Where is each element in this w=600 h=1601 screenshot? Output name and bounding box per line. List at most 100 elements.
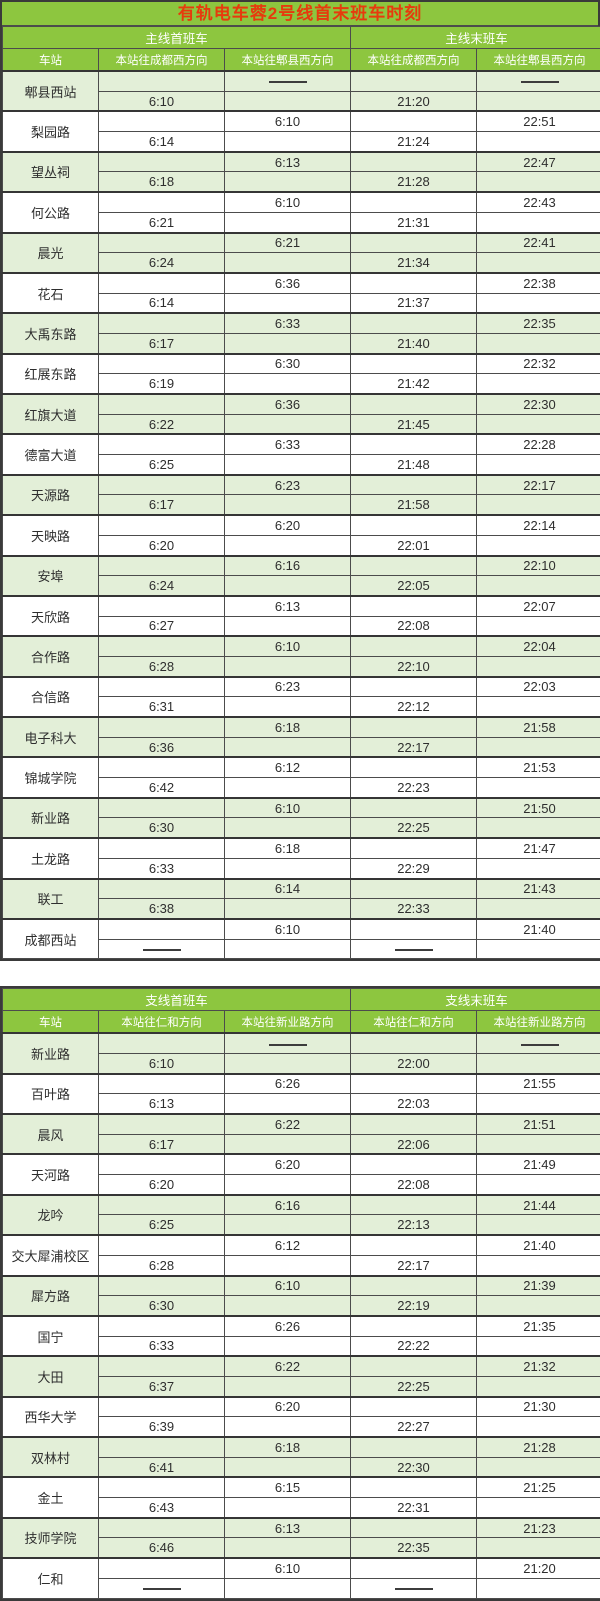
empty-cell bbox=[99, 1114, 225, 1134]
empty-cell bbox=[225, 899, 351, 919]
empty-cell bbox=[225, 1498, 351, 1518]
empty-cell bbox=[351, 596, 477, 616]
empty-cell bbox=[225, 1538, 351, 1558]
empty-cell bbox=[477, 1417, 600, 1437]
no-service-cell bbox=[477, 71, 600, 91]
station-name: 电子科大 bbox=[3, 717, 99, 757]
empty-cell bbox=[477, 495, 600, 515]
empty-cell bbox=[477, 1053, 600, 1073]
station-name: 天映路 bbox=[3, 515, 99, 555]
empty-cell bbox=[351, 677, 477, 697]
empty-cell bbox=[477, 1376, 600, 1396]
time-cell: 6:36 bbox=[225, 394, 351, 414]
direction-header-to-renhe-last: 本站往仁和方向 bbox=[351, 1011, 477, 1034]
time-cell: 6:24 bbox=[99, 253, 225, 273]
time-cell: 21:45 bbox=[351, 414, 477, 434]
empty-cell bbox=[99, 111, 225, 131]
empty-cell bbox=[477, 1538, 600, 1558]
group-header-last-trains: 支线末班车 bbox=[351, 989, 600, 1011]
time-cell: 6:26 bbox=[225, 1074, 351, 1094]
time-cell: 21:20 bbox=[477, 1558, 600, 1578]
empty-cell bbox=[99, 919, 225, 939]
empty-cell bbox=[351, 1074, 477, 1094]
station-name: 德富大道 bbox=[3, 434, 99, 474]
station-column-header: 车站 bbox=[3, 49, 99, 72]
empty-cell bbox=[225, 374, 351, 394]
time-cell: 6:37 bbox=[99, 1376, 225, 1396]
time-cell: 6:42 bbox=[99, 778, 225, 798]
empty-cell bbox=[225, 1296, 351, 1316]
empty-cell bbox=[99, 798, 225, 818]
empty-cell bbox=[351, 1235, 477, 1255]
empty-cell bbox=[351, 556, 477, 576]
empty-cell bbox=[99, 515, 225, 535]
time-cell: 21:50 bbox=[477, 798, 600, 818]
empty-cell bbox=[225, 1053, 351, 1073]
time-cell: 22:22 bbox=[351, 1336, 477, 1356]
station-name: 新业路 bbox=[3, 1033, 99, 1073]
empty-cell bbox=[477, 656, 600, 676]
station-name: 成都西站 bbox=[3, 919, 99, 959]
time-cell: 6:28 bbox=[99, 1255, 225, 1275]
time-cell: 6:18 bbox=[225, 838, 351, 858]
empty-cell bbox=[225, 414, 351, 434]
time-cell: 6:27 bbox=[99, 616, 225, 636]
time-cell: 6:46 bbox=[99, 1538, 225, 1558]
empty-cell bbox=[351, 233, 477, 253]
time-cell: 22:33 bbox=[351, 899, 477, 919]
empty-cell bbox=[477, 253, 600, 273]
time-cell: 6:22 bbox=[225, 1114, 351, 1134]
time-cell: 6:15 bbox=[225, 1477, 351, 1497]
empty-cell bbox=[99, 233, 225, 253]
time-cell: 21:30 bbox=[477, 1397, 600, 1417]
time-cell: 21:53 bbox=[477, 757, 600, 777]
station-name: 交大犀浦校区 bbox=[3, 1235, 99, 1275]
station-name: 大田 bbox=[3, 1356, 99, 1396]
time-cell: 6:13 bbox=[225, 1518, 351, 1538]
station-name: 土龙路 bbox=[3, 838, 99, 878]
empty-cell bbox=[477, 1094, 600, 1114]
empty-cell bbox=[225, 697, 351, 717]
empty-cell bbox=[225, 737, 351, 757]
time-cell: 21:47 bbox=[477, 838, 600, 858]
empty-cell bbox=[99, 354, 225, 374]
station-name: 锦城学院 bbox=[3, 757, 99, 797]
empty-cell bbox=[477, 132, 600, 152]
no-service-cell bbox=[351, 939, 477, 959]
no-service-dash bbox=[269, 1044, 307, 1046]
empty-cell bbox=[99, 1074, 225, 1094]
time-cell: 21:34 bbox=[351, 253, 477, 273]
no-service-cell bbox=[225, 1033, 351, 1053]
empty-cell bbox=[477, 576, 600, 596]
no-service-dash bbox=[521, 81, 559, 83]
time-cell: 22:06 bbox=[351, 1134, 477, 1154]
time-cell: 6:10 bbox=[225, 919, 351, 939]
time-cell: 6:20 bbox=[99, 535, 225, 555]
empty-cell bbox=[477, 939, 600, 959]
empty-cell bbox=[477, 1215, 600, 1235]
empty-cell bbox=[99, 152, 225, 172]
time-cell: 6:33 bbox=[99, 1336, 225, 1356]
time-cell: 6:10 bbox=[225, 1276, 351, 1296]
empty-cell bbox=[351, 838, 477, 858]
empty-cell bbox=[477, 1255, 600, 1275]
time-cell: 22:05 bbox=[351, 576, 477, 596]
time-cell: 22:30 bbox=[351, 1457, 477, 1477]
empty-cell bbox=[351, 394, 477, 414]
station-name: 金土 bbox=[3, 1477, 99, 1517]
time-cell: 6:10 bbox=[225, 1558, 351, 1578]
empty-cell bbox=[477, 1336, 600, 1356]
empty-cell bbox=[99, 1276, 225, 1296]
no-service-dash bbox=[395, 949, 433, 951]
time-cell: 6:38 bbox=[99, 899, 225, 919]
group-header-row: 支线首班车 支线末班车 bbox=[3, 989, 600, 1011]
time-cell: 6:21 bbox=[225, 233, 351, 253]
no-service-dash bbox=[395, 1588, 433, 1590]
station-row-top: 新业路 bbox=[3, 1033, 600, 1053]
time-cell: 6:39 bbox=[99, 1417, 225, 1437]
